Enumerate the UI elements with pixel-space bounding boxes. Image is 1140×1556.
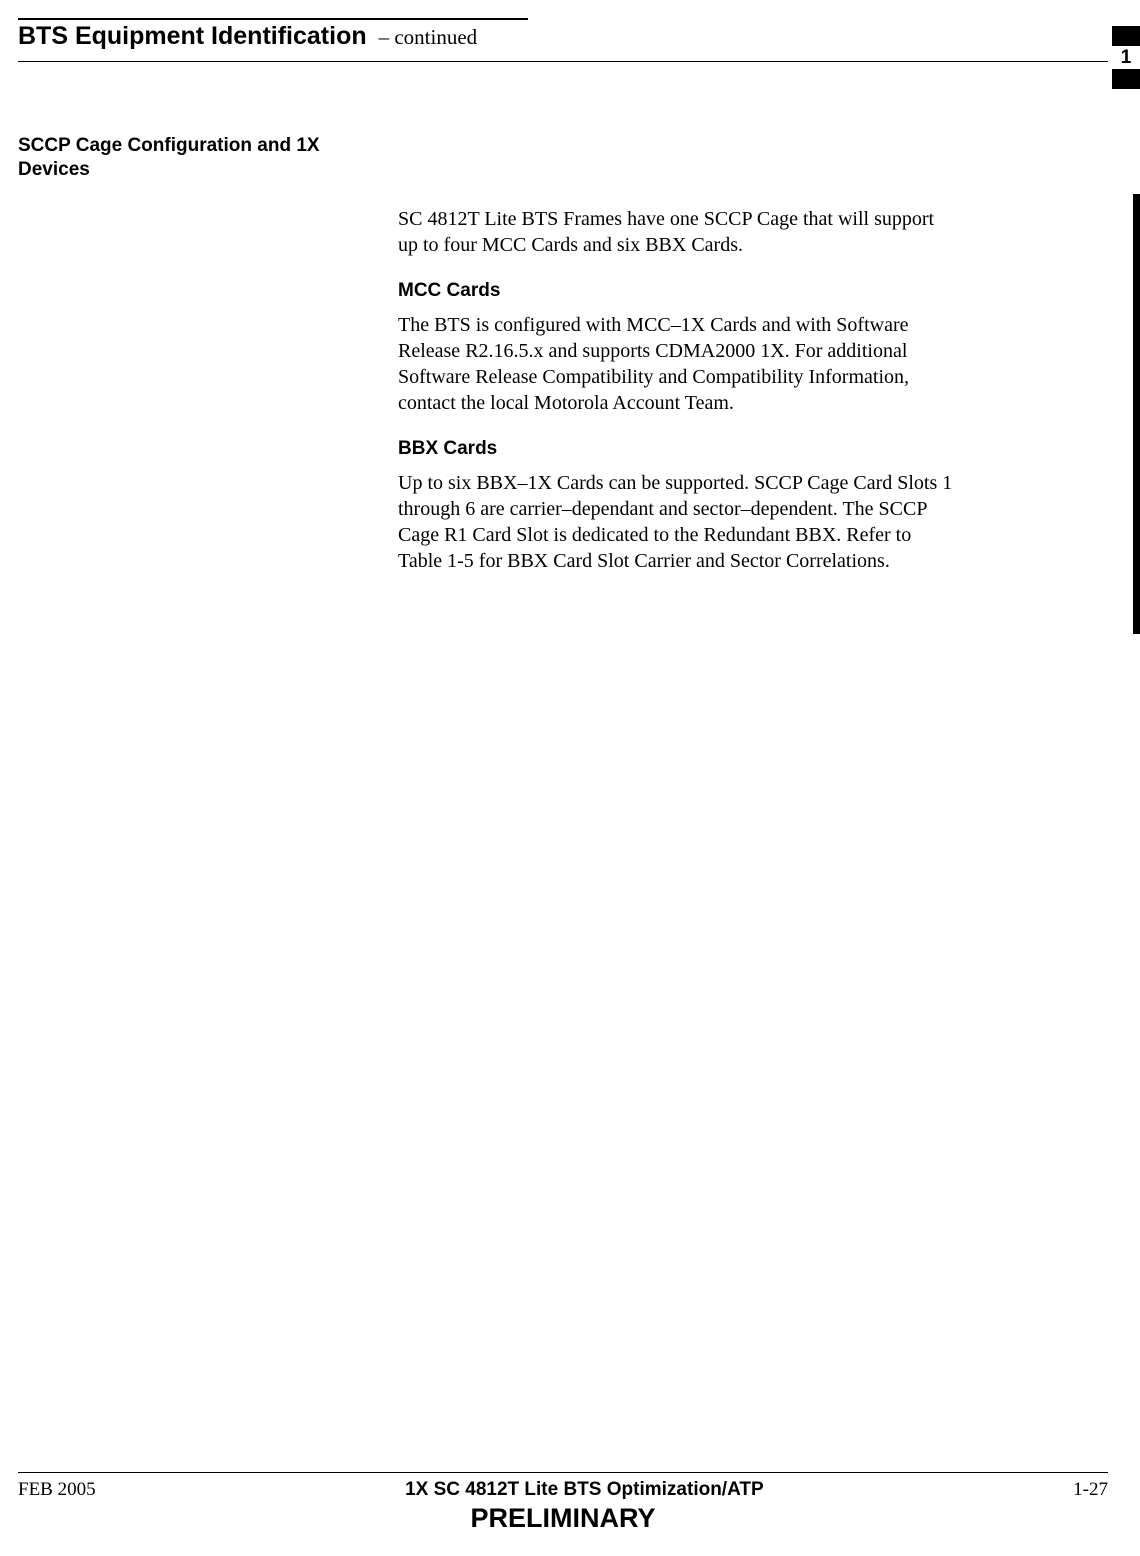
- intro-paragraph: SC 4812T Lite BTS Frames have one SCCP C…: [398, 206, 958, 258]
- header-continued: – continued: [379, 25, 478, 50]
- bbx-heading: BBX Cards: [398, 438, 958, 460]
- page-header: BTS Equipment Identification – continued: [18, 22, 1108, 61]
- footer-preliminary: PRELIMINARY: [18, 1503, 1108, 1534]
- chapter-tab: 1: [1112, 26, 1140, 89]
- change-bar: [1133, 194, 1140, 634]
- mcc-heading: MCC Cards: [398, 280, 958, 302]
- top-rule: [18, 18, 528, 20]
- footer-rule: [18, 1472, 1108, 1473]
- body-column: SC 4812T Lite BTS Frames have one SCCP C…: [398, 206, 958, 574]
- section-heading: SCCP Cage Configuration and 1X Devices: [18, 134, 338, 182]
- bbx-body: Up to six BBX–1X Cards can be supported.…: [398, 470, 958, 574]
- tab-block-bottom: [1112, 69, 1140, 89]
- mcc-body: The BTS is configured with MCC–1X Cards …: [398, 312, 958, 416]
- footer-date: FEB 2005: [18, 1479, 96, 1501]
- footer-line: FEB 2005 1X SC 4812T Lite BTS Optimizati…: [18, 1479, 1108, 1501]
- page: BTS Equipment Identification – continued…: [0, 0, 1140, 1556]
- header-title: BTS Equipment Identification: [18, 22, 367, 51]
- footer-page-number: 1-27: [1073, 1479, 1108, 1501]
- header-rule: [18, 61, 1108, 62]
- tab-number: 1: [1112, 46, 1140, 69]
- tab-block-top: [1112, 26, 1140, 46]
- page-footer: FEB 2005 1X SC 4812T Lite BTS Optimizati…: [18, 1472, 1108, 1534]
- footer-doc-title: 1X SC 4812T Lite BTS Optimization/ATP: [96, 1479, 1074, 1501]
